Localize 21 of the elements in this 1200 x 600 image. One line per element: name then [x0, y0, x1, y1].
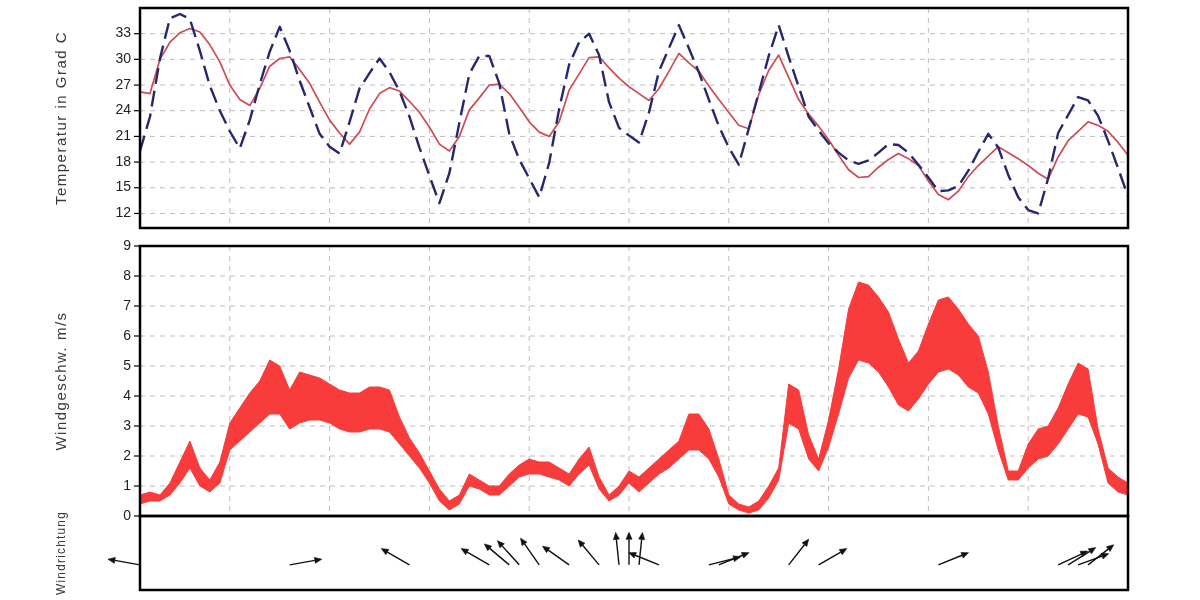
y-tick-label: 2: [123, 446, 132, 463]
text: Windrichtung: [54, 511, 69, 595]
y-tick-label: 1: [123, 476, 132, 493]
y-tick-label: 12: [115, 204, 132, 221]
y-tick-label: 30: [115, 50, 132, 67]
y-tick-label: 33: [115, 24, 132, 41]
y-tick-label: 6: [123, 326, 132, 343]
y-tick-label: 15: [115, 178, 132, 195]
y-tick-label: 27: [115, 75, 132, 92]
y-tick-label: 18: [115, 152, 132, 169]
y-tick-label: 3: [123, 416, 132, 433]
y-tick-label: 0: [123, 506, 132, 523]
y-tick-label: 5: [123, 356, 132, 373]
y-axis-title: Windgeschw. m/s: [51, 311, 69, 451]
y-tick-label: 8: [123, 266, 132, 283]
y-tick-label: 7: [123, 296, 132, 313]
y-tick-label: 4: [123, 386, 132, 403]
y-tick-label: 21: [115, 127, 132, 144]
y-tick-label: 24: [115, 101, 132, 118]
y-axis-title: Temperatur in Grad C: [51, 30, 69, 206]
y-tick-label: 9: [123, 236, 132, 253]
